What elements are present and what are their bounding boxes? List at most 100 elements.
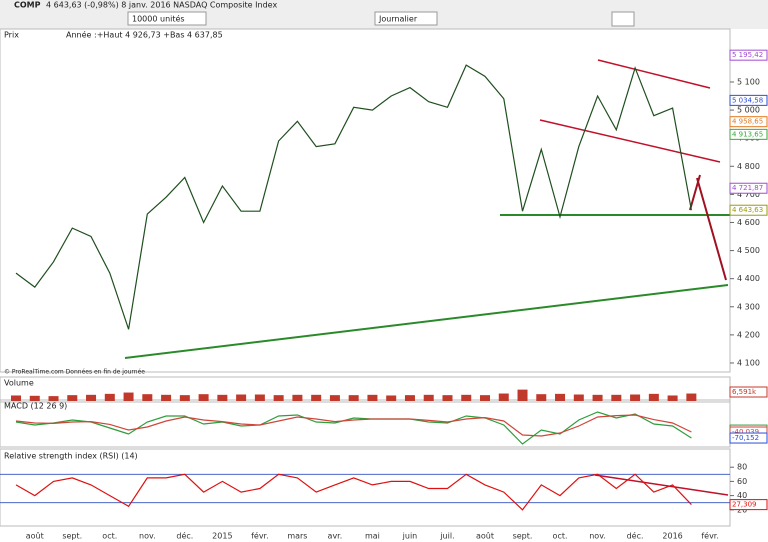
bar bbox=[592, 394, 603, 401]
price-tag bbox=[729, 386, 768, 398]
bar bbox=[179, 395, 190, 401]
chart-type-button[interactable] bbox=[611, 11, 635, 27]
x-tick-label: 2016 bbox=[662, 532, 682, 541]
x-tick-label: août bbox=[26, 532, 44, 541]
rsi-panel bbox=[0, 448, 731, 527]
price-tag-label: -70,152 bbox=[732, 434, 759, 442]
x-tick-label: juil. bbox=[439, 532, 454, 541]
x-tick-label: nov. bbox=[139, 532, 156, 541]
x-tick-label: févr. bbox=[251, 531, 269, 541]
y-tick-label: 60 bbox=[737, 477, 747, 486]
y-tick-label: 4 500 bbox=[737, 246, 760, 255]
panel-title: MACD (12 26 9) bbox=[4, 402, 67, 411]
x-tick-label: juin bbox=[402, 532, 418, 541]
x-tick-label: mai bbox=[365, 532, 380, 541]
price-tag-label: 5 195,42 bbox=[732, 51, 763, 59]
bar bbox=[311, 394, 322, 401]
bar bbox=[686, 393, 697, 401]
bar bbox=[480, 395, 490, 401]
y-tick-label: 4 400 bbox=[737, 274, 760, 283]
y-tick-label: 4 200 bbox=[737, 330, 760, 339]
bar bbox=[29, 395, 40, 401]
x-tick-label: déc. bbox=[627, 531, 644, 541]
bar bbox=[611, 394, 622, 401]
price-panel bbox=[0, 28, 731, 373]
units-dropdown[interactable] bbox=[127, 11, 207, 26]
bar bbox=[48, 396, 59, 401]
bar bbox=[573, 394, 584, 401]
bar bbox=[386, 395, 397, 401]
price-tag bbox=[729, 128, 768, 140]
bar bbox=[648, 393, 659, 401]
bar bbox=[123, 392, 134, 401]
price-tag-label: 6,591k bbox=[732, 388, 757, 396]
line bbox=[15, 64, 692, 330]
y-tick-label: 4 100 bbox=[737, 358, 760, 367]
bar bbox=[142, 394, 153, 401]
y-tick-label: 5 100 bbox=[737, 77, 760, 86]
bar bbox=[536, 394, 547, 401]
bar bbox=[86, 394, 97, 401]
bar bbox=[11, 395, 21, 401]
bar bbox=[273, 395, 284, 401]
bar bbox=[254, 394, 265, 401]
y-tick-label: 5 000 bbox=[737, 106, 760, 115]
line bbox=[15, 473, 692, 511]
x-tick-label: 2015 bbox=[212, 532, 232, 541]
price-tag-label: 4 643,63 bbox=[732, 206, 763, 214]
y-tick-label: 40 bbox=[737, 491, 747, 500]
bar bbox=[404, 395, 415, 401]
quote: 4 643,63 (-0,98%) 8 janv. 2016 NASDAQ Co… bbox=[46, 1, 277, 10]
x-tick-label: sept. bbox=[513, 532, 533, 541]
price-tag-label: 4 721,87 bbox=[732, 184, 763, 192]
panel-title: Prix bbox=[4, 31, 19, 40]
price-tag bbox=[729, 204, 768, 216]
bar bbox=[498, 393, 509, 401]
y-tick-label: 4 300 bbox=[737, 302, 760, 311]
bar bbox=[161, 394, 172, 401]
macd-panel bbox=[0, 399, 731, 448]
panel-title: Relative strength index (RSI) (14) bbox=[4, 452, 138, 461]
y-tick-label: 80 bbox=[737, 463, 747, 472]
price-tag bbox=[729, 49, 768, 61]
bar bbox=[367, 394, 378, 401]
line bbox=[15, 411, 692, 445]
bar bbox=[348, 395, 359, 401]
units[interactable]: 10000 unités bbox=[132, 14, 185, 24]
x-tick-label: août bbox=[476, 532, 494, 541]
x-tick-label: déc. bbox=[176, 531, 193, 541]
price-tag bbox=[729, 94, 768, 106]
x-tick-label: oct. bbox=[102, 532, 117, 541]
bar bbox=[517, 389, 528, 401]
bar bbox=[329, 395, 340, 401]
period-dropdown[interactable] bbox=[374, 11, 438, 26]
panel-note: © ProRealTime.com Données en fin de jour… bbox=[4, 369, 145, 376]
price-tag-label: -40,039 bbox=[732, 428, 759, 436]
price-tag bbox=[729, 182, 768, 194]
price-tag-label: 5 034,58 bbox=[732, 96, 763, 104]
bar bbox=[104, 393, 115, 401]
bar bbox=[217, 394, 228, 401]
panel-title: Volume bbox=[4, 379, 34, 388]
bar bbox=[236, 394, 247, 401]
line bbox=[15, 414, 692, 437]
bar bbox=[442, 395, 453, 401]
bar bbox=[198, 394, 209, 401]
trendlines bbox=[124, 59, 730, 496]
y-tick-label: 4 600 bbox=[737, 218, 760, 227]
bar bbox=[461, 394, 472, 401]
bar bbox=[630, 394, 641, 401]
x-tick-label: sept. bbox=[62, 532, 82, 541]
bar bbox=[67, 395, 78, 401]
price-tag-label: 4 913,65 bbox=[732, 130, 763, 138]
y-tick-label: 4 800 bbox=[737, 162, 760, 171]
bar bbox=[292, 394, 303, 401]
y-tick-label: 4 700 bbox=[737, 190, 760, 199]
period[interactable]: Journalier bbox=[378, 15, 418, 24]
x-tick-label: avr. bbox=[328, 532, 343, 541]
price-tag bbox=[729, 432, 768, 444]
price-tag bbox=[729, 116, 768, 128]
x-tick-label: févr. bbox=[701, 531, 719, 541]
price-tag-label: 4 958,65 bbox=[732, 118, 763, 126]
